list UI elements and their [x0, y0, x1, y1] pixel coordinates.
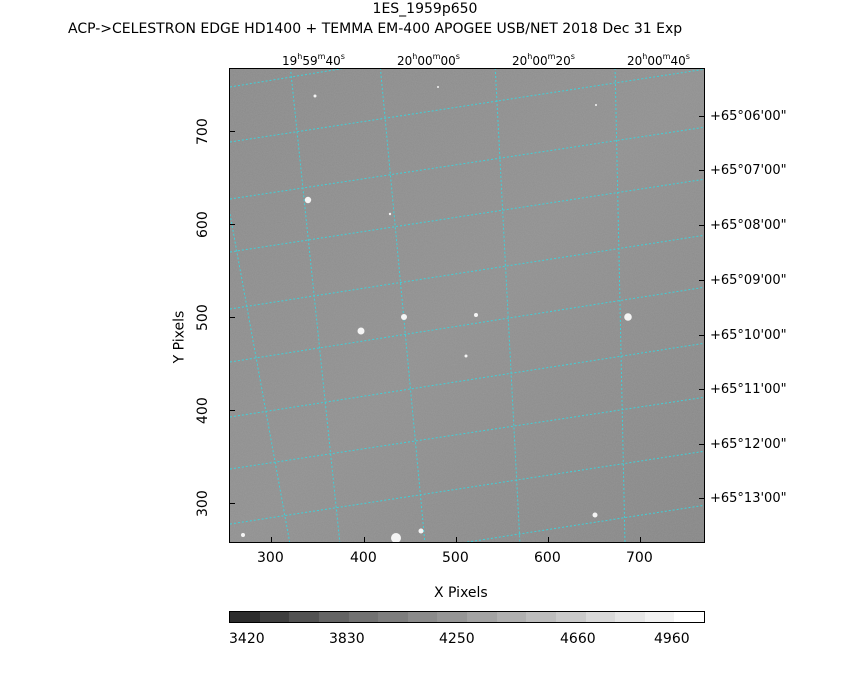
colorbar-label: 3420 [229, 631, 265, 647]
dec-tick-label: +65°06'00" [710, 109, 787, 124]
dec-tick [699, 225, 705, 226]
colorbar-label: 4660 [560, 631, 596, 647]
dec-tick-label: +65°13'00" [710, 491, 787, 506]
star [437, 86, 439, 88]
star [391, 533, 401, 542]
y-tick-label: 700 [195, 118, 211, 145]
star [624, 313, 632, 321]
x-tick [456, 537, 457, 543]
star [474, 313, 478, 317]
x-tick [271, 537, 272, 543]
y-tick [229, 410, 235, 411]
x-tick-label: 500 [442, 550, 469, 566]
wcs-grid [230, 69, 704, 542]
colorbar-step [437, 612, 467, 622]
colorbar-step [585, 612, 616, 622]
y-tick-label: 500 [195, 304, 211, 331]
dec-tick [699, 280, 705, 281]
colorbar-step [289, 612, 319, 622]
x-tick-label: 600 [534, 550, 561, 566]
star [313, 94, 317, 98]
x-axis-label: X Pixels [434, 585, 488, 601]
colorbar-step [615, 612, 645, 622]
y-tick [229, 503, 235, 504]
star [388, 212, 392, 216]
y-tick [229, 131, 235, 132]
star [241, 533, 245, 537]
colorbar [229, 611, 705, 623]
colorbar-step [407, 612, 438, 622]
star [401, 314, 407, 320]
dec-tick [699, 498, 705, 499]
x-tick-label: 700 [626, 550, 653, 566]
star [464, 354, 468, 358]
dec-tick [699, 116, 705, 117]
star [357, 327, 365, 335]
x-tick-label: 400 [350, 550, 377, 566]
dec-tick [699, 444, 705, 445]
dec-tick [699, 335, 705, 336]
colorbar-label: 4250 [439, 631, 475, 647]
y-tick-label: 300 [195, 490, 211, 517]
ra-tick-label: 20h00m40s [627, 52, 690, 68]
y-tick-label: 600 [195, 211, 211, 238]
colorbar-step [348, 612, 379, 622]
image-title: 1ES_1959p650 [372, 1, 478, 17]
x-tick [548, 537, 549, 543]
colorbar-step [674, 612, 704, 622]
colorbar-label: 4960 [654, 631, 690, 647]
y-axis-label: Y Pixels [171, 310, 188, 364]
colorbar-step [467, 612, 497, 622]
dec-tick-label: +65°07'00" [710, 163, 787, 178]
ra-tick-label: 19h59m40s [282, 52, 345, 68]
colorbar-step [318, 612, 349, 622]
x-tick-label: 300 [257, 550, 284, 566]
star [304, 196, 312, 204]
sky-image[interactable] [229, 68, 705, 543]
colorbar-step [555, 612, 586, 622]
x-tick [640, 537, 641, 543]
colorbar-step [644, 612, 675, 622]
y-tick [229, 317, 235, 318]
star [595, 104, 597, 106]
x-tick [364, 537, 365, 543]
colorbar-step [496, 612, 527, 622]
dec-tick-label: +65°08'00" [710, 218, 787, 233]
colorbar-label: 3830 [329, 631, 365, 647]
star [592, 512, 598, 518]
y-tick-label: 400 [195, 397, 211, 424]
colorbar-step [230, 612, 260, 622]
colorbar-step [259, 612, 290, 622]
colorbar-step [526, 612, 556, 622]
star [418, 528, 424, 534]
dec-tick-label: +65°09'00" [710, 273, 787, 288]
dec-tick-label: +65°12'00" [710, 437, 787, 452]
colorbar-step [378, 612, 408, 622]
dec-tick [699, 170, 705, 171]
dec-tick [699, 389, 705, 390]
dec-tick-label: +65°11'00" [710, 382, 787, 397]
ra-tick-label: 20h00m20s [512, 52, 575, 68]
y-tick [229, 224, 235, 225]
observation-subtitle: ACP->CELESTRON EDGE HD1400 + TEMMA EM-40… [68, 21, 683, 37]
ra-tick-label: 20h00m00s [397, 52, 460, 68]
dec-tick-label: +65°10'00" [710, 328, 787, 343]
